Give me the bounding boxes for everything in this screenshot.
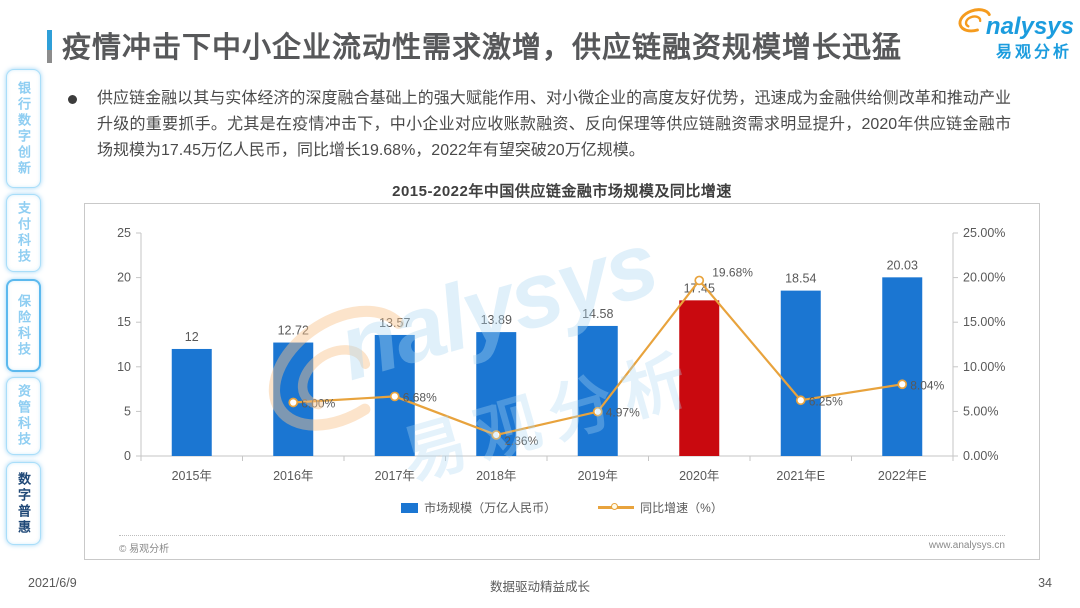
chart-title: 2015-2022年中国供应链金融市场规模及同比增速 bbox=[392, 183, 732, 200]
right-axis-label: 15.00% bbox=[963, 315, 1005, 329]
right-axis-label: 20.00% bbox=[963, 271, 1005, 285]
line-value-label: 6.68% bbox=[403, 390, 437, 404]
line-value-label: 2.36% bbox=[504, 434, 538, 448]
line-point bbox=[288, 397, 299, 408]
line-value-label: 4.97% bbox=[606, 406, 640, 420]
legend-label: 同比增速（%） bbox=[640, 501, 723, 515]
chart-copyright: © 易观分析 bbox=[119, 544, 170, 555]
line-value-label: 19.68% bbox=[712, 265, 753, 279]
right-axis-label: 25.00% bbox=[963, 226, 1005, 240]
line-value-label: 6.00% bbox=[301, 396, 335, 410]
left-axis-label: 5 bbox=[124, 404, 131, 418]
bullet-icon bbox=[68, 95, 77, 104]
left-axis-label: 25 bbox=[117, 226, 131, 240]
bar-value-label: 20.03 bbox=[887, 258, 918, 272]
brand-logo: nalysys 易观分析 bbox=[924, 8, 1074, 62]
footer-slogan: 数据驱动精益成长 bbox=[489, 580, 590, 594]
title-accent-bar bbox=[47, 30, 52, 63]
x-axis-label: 2017年 bbox=[375, 469, 415, 483]
line-point bbox=[795, 395, 806, 406]
left-axis-label: 20 bbox=[117, 271, 131, 285]
x-axis-label: 2022年E bbox=[878, 469, 927, 483]
line-point bbox=[897, 379, 908, 390]
footer-date: 2021/6/9 bbox=[28, 576, 77, 590]
chart-legend: 市场规模（万亿人民币） 同比增速（%） bbox=[85, 499, 1039, 516]
chart-canvas: 0 5 10 15 20 25 0.00% 5.00% 10.00% 15.00% 20.00% 25… bbox=[117, 226, 1005, 483]
line-point bbox=[694, 275, 705, 286]
x-axis-label: 2015年 bbox=[172, 469, 212, 483]
chart-panel: 0 5 10 15 20 25 0.00% 5.00% 10.00% 15.00% 20.00% 25… bbox=[84, 203, 1040, 560]
bar-value-label: 13.57 bbox=[379, 316, 410, 330]
x-axis-label: 2018年 bbox=[476, 469, 516, 483]
sidebar-tab-4[interactable]: 资管科技 bbox=[6, 377, 41, 455]
sidebar-tab-5[interactable]: 数字普惠 bbox=[6, 462, 41, 545]
bar-value-label: 13.89 bbox=[481, 313, 512, 327]
page-footer: 2021/6/9 数据驱动精益成长 34 bbox=[0, 576, 1080, 596]
x-axis-label: 2019年 bbox=[578, 469, 618, 483]
chart-website-link[interactable]: www.analysys.cn bbox=[928, 540, 1005, 551]
sidebar-tab-label: 数字普惠 bbox=[16, 471, 31, 536]
x-axis-label: 2016年 bbox=[273, 469, 313, 483]
legend-line-swatch bbox=[598, 502, 635, 510]
sidebar-tab-label: 银行数字创新 bbox=[16, 80, 31, 177]
bar-value-label: 18.54 bbox=[785, 272, 816, 286]
sidebar-tab-label: 资管科技 bbox=[16, 384, 31, 448]
right-axis-label: 10.00% bbox=[963, 360, 1005, 374]
bar-value-label: 12.72 bbox=[278, 324, 309, 338]
right-axis-label: 5.00% bbox=[963, 404, 998, 418]
legend-item-growth-rate: 同比增速（%） bbox=[598, 499, 723, 516]
brand-name-chinese: 易观分析 bbox=[995, 44, 1072, 61]
brand-name: nalysys bbox=[985, 13, 1074, 40]
x-axis-label: 2021年E bbox=[776, 469, 825, 483]
line-value-label: 8.04% bbox=[910, 378, 944, 392]
line-point bbox=[389, 391, 400, 402]
legend-label: 市场规模（万亿人民币） bbox=[424, 501, 557, 515]
right-axis-label: 0.00% bbox=[963, 449, 998, 463]
bar-value-label: 14.58 bbox=[582, 307, 613, 321]
line-point bbox=[491, 430, 502, 440]
sidebar-tab-2[interactable]: 支付科技 bbox=[6, 194, 41, 272]
chart-footnote: © 易观分析 www.analysys.cn bbox=[119, 535, 1005, 555]
left-axis-label: 10 bbox=[117, 360, 131, 374]
footer-page-number: 34 bbox=[1038, 576, 1052, 590]
sidebar-tab-label: 支付科技 bbox=[16, 201, 31, 265]
bar-2019年 bbox=[577, 325, 618, 456]
bar-value-label: 12 bbox=[185, 330, 199, 344]
x-axis-label: 2020年 bbox=[679, 469, 719, 483]
sidebar-tab-label: 保险科技 bbox=[16, 293, 31, 358]
page-title: 疫情冲击下中小企业流动性需求激增，供应链融资规模增长迅猛 bbox=[62, 32, 903, 64]
bar-2015年 bbox=[171, 348, 212, 456]
legend-item-market-size: 市场规模（万亿人民币） bbox=[401, 499, 556, 516]
analysys-swoosh-icon bbox=[952, 5, 992, 40]
line-point bbox=[592, 406, 603, 417]
sidebar-tab-1[interactable]: 银行数字创新 bbox=[6, 69, 41, 188]
summary-block: 供应链金融以其与实体经济的深度融合基础上的强大赋能作用、对小微企业的高度友好优势… bbox=[66, 86, 1011, 164]
sidebar-tab-3[interactable]: 保险科技 bbox=[6, 279, 41, 372]
line-value-label: 6.25% bbox=[809, 394, 843, 408]
left-axis-label: 0 bbox=[124, 449, 131, 463]
legend-bar-swatch bbox=[401, 502, 419, 513]
summary-text: 供应链金融以其与实体经济的深度融合基础上的强大赋能作用、对小微企业的高度友好优势… bbox=[97, 90, 1011, 159]
left-axis-label: 15 bbox=[117, 315, 131, 329]
bar-2020年 bbox=[679, 300, 720, 456]
bar-2022年E bbox=[882, 277, 923, 456]
bar-2021年E bbox=[780, 290, 821, 456]
